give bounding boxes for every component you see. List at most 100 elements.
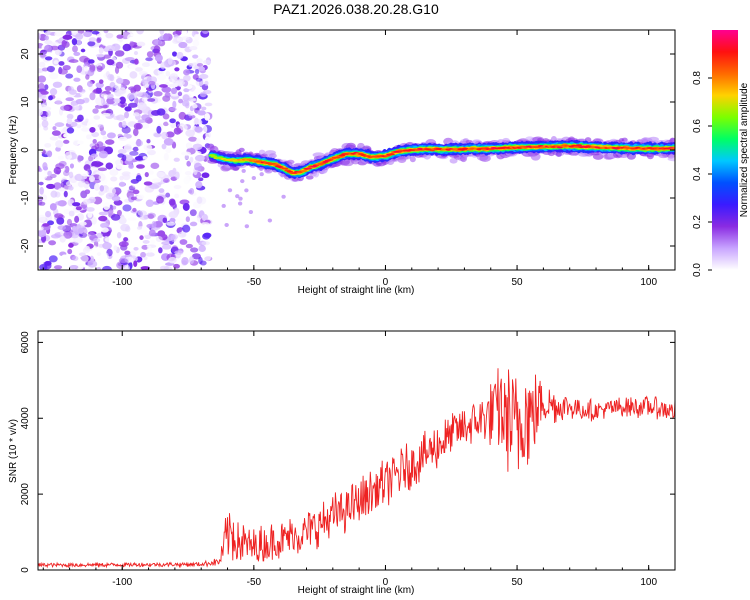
noise-speckle	[139, 235, 144, 240]
noise-speckle	[66, 113, 74, 120]
noise-speckle	[105, 32, 114, 39]
noise-speckle	[87, 118, 96, 125]
noise-speckle	[106, 59, 115, 66]
noise-speckle	[141, 97, 148, 103]
noise-speckle	[173, 127, 182, 135]
noise-speckle	[79, 55, 89, 63]
noise-speckle	[54, 49, 62, 56]
noise-speckle	[80, 48, 86, 53]
noise-speckle	[44, 30, 52, 36]
noise-speckle	[60, 181, 65, 188]
noise-speckle	[153, 132, 162, 138]
noise-speckle	[99, 185, 105, 192]
noise-speckle	[153, 45, 161, 53]
noise-speckle	[204, 136, 210, 143]
noise-speckle	[201, 172, 210, 179]
noise-speckle	[104, 85, 112, 92]
noise-speckle	[161, 241, 170, 246]
noise-speckle	[118, 241, 129, 248]
noise-speckle	[147, 98, 156, 102]
noise-speckle	[44, 260, 52, 266]
noise-speckle	[240, 179, 245, 184]
noise-speckle	[80, 255, 89, 263]
noise-speckle	[89, 126, 96, 133]
noise-speckle	[151, 220, 157, 229]
noise-speckle	[224, 222, 229, 227]
noise-speckle	[46, 65, 55, 73]
noise-speckle	[119, 87, 127, 95]
snr-y-tick-label: 6000	[20, 331, 31, 354]
noise-speckle	[175, 80, 185, 86]
noise-speckle	[153, 91, 163, 97]
noise-speckle	[55, 99, 62, 105]
noise-speckle	[79, 221, 87, 226]
noise-speckle	[184, 171, 192, 176]
noise-speckle	[204, 80, 209, 86]
ridge-cell	[272, 163, 279, 166]
ridge-cell	[300, 169, 308, 172]
noise-speckle	[61, 254, 69, 260]
noise-speckle	[76, 124, 82, 129]
noise-speckle	[106, 93, 114, 100]
noise-speckle	[174, 250, 184, 256]
noise-speckle	[162, 113, 170, 120]
noise-speckle	[170, 87, 178, 95]
noise-speckle	[181, 30, 187, 36]
noise-speckle	[115, 164, 125, 170]
noise-speckle	[185, 142, 193, 149]
noise-speckle	[193, 162, 203, 171]
noise-speckle	[77, 227, 84, 234]
noise-speckle	[237, 201, 243, 206]
snr-y-tick-label: 2000	[20, 483, 31, 506]
noise-speckle	[146, 51, 154, 58]
colorbar-ticks: 0.0 0.2 0.4 0.6 0.8	[692, 71, 712, 277]
noise-speckle	[38, 32, 41, 40]
noise-speckle	[132, 128, 139, 137]
noise-speckle	[157, 73, 167, 81]
colorbar-tick-label: 0.4	[692, 167, 703, 181]
noise-speckle	[88, 175, 95, 183]
noise-speckle	[87, 211, 93, 218]
noise-speckle	[126, 231, 137, 236]
noise-speckle	[281, 194, 286, 199]
noise-speckle	[148, 80, 156, 86]
noise-speckle	[54, 213, 64, 219]
colorbar-gradient	[712, 30, 738, 270]
noise-speckle	[165, 131, 175, 138]
noise-speckle	[199, 91, 207, 98]
noise-speckle	[129, 150, 139, 156]
noise-speckle	[49, 45, 60, 51]
noise-speckle	[136, 194, 145, 200]
noise-speckle	[85, 74, 90, 80]
noise-speckle	[183, 69, 191, 76]
noise-speckle	[189, 45, 198, 51]
noise-speckle	[130, 196, 137, 201]
noise-speckle	[83, 31, 92, 38]
noise-speckle	[103, 202, 111, 211]
noise-speckle	[165, 147, 172, 154]
noise-speckle	[42, 223, 50, 227]
noise-speckle	[50, 190, 58, 198]
noise-speckle	[163, 121, 169, 127]
spectrogram-x-tick-label: 50	[512, 277, 524, 288]
noise-speckle	[248, 210, 254, 215]
noise-speckle	[54, 122, 65, 127]
noise-speckle	[185, 216, 190, 223]
noise-speckle	[102, 252, 109, 261]
noise-speckle	[127, 102, 138, 108]
noise-speckle	[38, 75, 47, 83]
noise-speckle	[142, 239, 150, 244]
noise-speckle	[150, 239, 156, 245]
noise-speckle	[38, 61, 46, 68]
spectrogram-x-tick-label: -50	[247, 277, 262, 288]
noise-speckle	[98, 256, 104, 264]
noise-speckle	[106, 97, 116, 105]
noise-speckle	[86, 134, 92, 140]
noise-speckle	[196, 235, 201, 243]
noise-speckle	[147, 245, 152, 253]
spectrogram-y-tick-label: 10	[20, 96, 31, 108]
noise-speckle	[194, 126, 203, 133]
noise-speckle	[159, 265, 170, 270]
noise-speckle	[106, 132, 116, 139]
noise-speckle	[142, 231, 149, 236]
